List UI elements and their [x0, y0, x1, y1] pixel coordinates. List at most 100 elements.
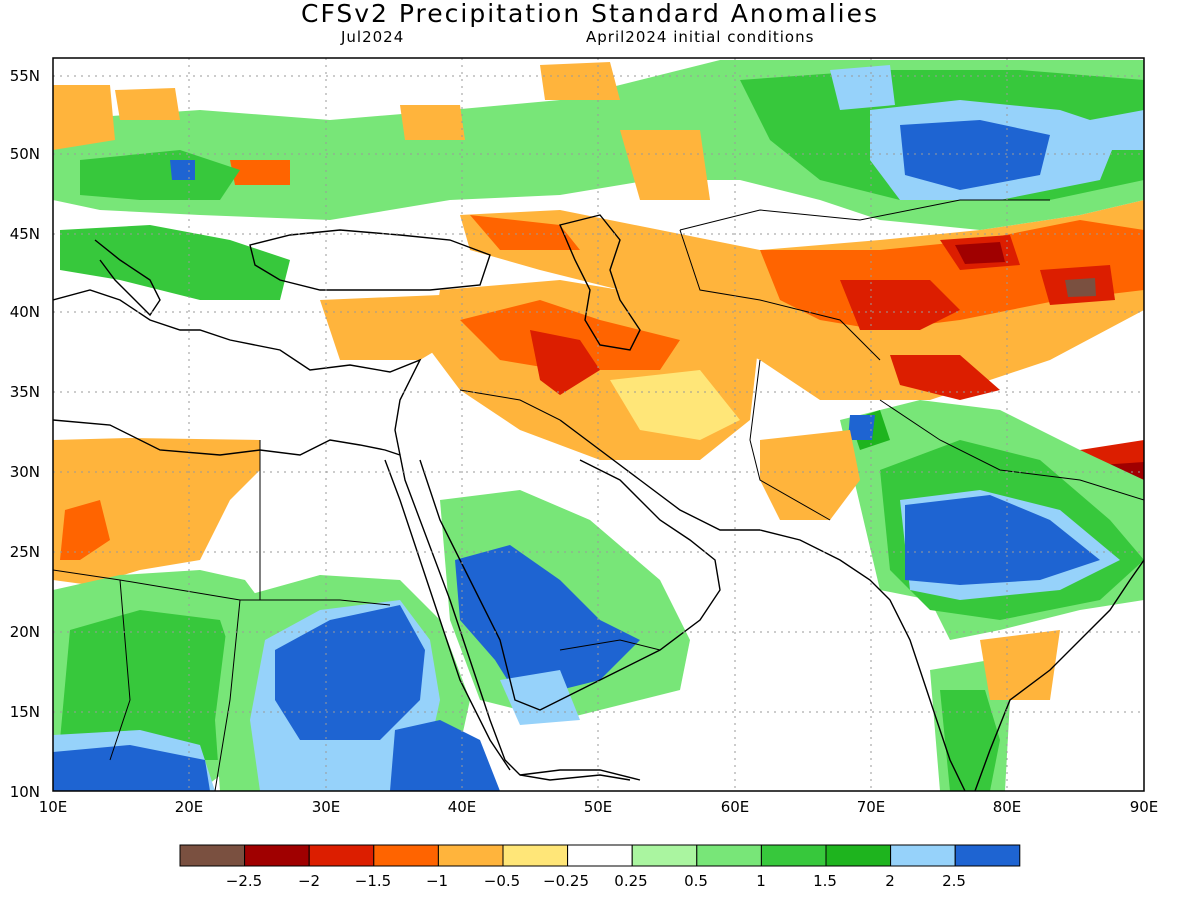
anomaly-patch — [760, 430, 860, 520]
legend-label: 1 — [756, 872, 766, 890]
lat-tick-label: 30N — [10, 463, 40, 481]
anomaly-patch — [1065, 278, 1096, 297]
legend-swatch — [567, 844, 633, 867]
anomaly-patch — [53, 745, 210, 791]
anomaly-patch — [275, 605, 425, 740]
coast-persian-gulf — [559, 419, 760, 531]
coast-caspian — [559, 214, 641, 351]
initial-conditions-label: April2024 initial conditions — [586, 28, 815, 46]
legend-swatch — [308, 844, 375, 867]
legend-swatch — [890, 844, 956, 867]
lon-tick-label: 70E — [857, 798, 886, 816]
border-line — [879, 399, 1144, 501]
legend-label: 0.5 — [684, 872, 708, 890]
lat-tick-label: 20N — [10, 623, 40, 641]
border-line — [109, 579, 131, 761]
anomaly-patch — [540, 62, 620, 100]
anomaly-patch — [848, 415, 875, 440]
legend-swatches — [179, 844, 1021, 867]
coast-italy — [94, 239, 161, 317]
coast-black-sea — [249, 229, 491, 291]
anomaly-patch — [890, 355, 1000, 400]
valid-month-label: Jul2024 — [341, 28, 405, 46]
anomaly-patch — [400, 105, 465, 140]
anomaly-patch — [620, 130, 710, 200]
lat-tick-label: 25N — [10, 543, 40, 561]
anomaly-patch — [955, 242, 1005, 264]
border-line — [214, 599, 241, 791]
anomaly-patch — [940, 690, 1000, 791]
anomaly-patch — [460, 300, 680, 370]
legend-label: −1 — [426, 872, 448, 890]
lon-tick-label: 20E — [175, 798, 204, 816]
lon-tick-label: 60E — [721, 798, 750, 816]
anomaly-patch — [980, 630, 1060, 700]
anomaly-patch — [900, 120, 1050, 190]
lat-tick-label: 50N — [10, 145, 40, 163]
anomaly-patch — [455, 545, 640, 700]
legend-label: 2.5 — [942, 872, 966, 890]
legend-swatch — [954, 844, 1021, 867]
legend-swatch — [631, 844, 698, 867]
anomaly-patch — [905, 495, 1100, 585]
anomaly-patch — [230, 160, 290, 185]
lon-tick-label: 50E — [584, 798, 613, 816]
coast-somalia — [519, 769, 641, 781]
anomaly-patch — [53, 438, 260, 585]
border-line — [559, 639, 661, 651]
lon-tick-label: 80E — [993, 798, 1022, 816]
lat-tick-label: 35N — [10, 383, 40, 401]
anomaly-field — [53, 58, 1144, 791]
map-frame — [52, 57, 1145, 792]
legend-swatch — [373, 844, 439, 867]
lon-tick-label: 30E — [312, 798, 341, 816]
anomaly-patch — [80, 150, 240, 200]
lon-tick-label: 40E — [448, 798, 477, 816]
anomaly-patch — [60, 225, 290, 300]
border-line — [679, 199, 1050, 231]
legend-swatch — [244, 844, 310, 867]
anomaly-patch — [60, 500, 110, 560]
latitude-axis: 10N 15N 20N 25N 30N 35N 40N 45N 50N 55N — [10, 67, 40, 801]
lon-tick-label: 10E — [39, 798, 68, 816]
anomaly-patch — [530, 330, 600, 395]
border-line — [679, 229, 881, 361]
legend-label: −2.5 — [226, 872, 262, 890]
legend-label: −1.5 — [355, 872, 391, 890]
anomaly-patch — [830, 65, 895, 110]
coast-africa-north — [53, 419, 631, 781]
coast-mediterranean-north — [53, 289, 422, 456]
legend-swatch — [437, 844, 504, 867]
lat-tick-label: 10N — [10, 783, 40, 801]
legend-swatch — [825, 844, 892, 867]
anomaly-patch — [53, 85, 115, 150]
legend-swatch — [179, 844, 246, 867]
map-title: CFSv2 Precipitation Standard Anomalies — [300, 0, 879, 28]
border-line — [260, 599, 391, 606]
lon-tick-label: 90E — [1130, 798, 1159, 816]
legend-swatch — [502, 844, 569, 867]
anomaly-patch — [500, 670, 580, 725]
longitude-axis: 10E 20E 30E 40E 50E 60E 70E 80E 90E — [39, 798, 1159, 816]
legend-label: −2 — [298, 872, 320, 890]
anomaly-patch — [390, 720, 500, 791]
legend-label: 0.25 — [614, 872, 647, 890]
lat-tick-label: 45N — [10, 225, 40, 243]
anomaly-patch — [115, 88, 180, 120]
legend-swatch — [760, 844, 827, 867]
coastlines — [53, 214, 1144, 791]
country-borders — [53, 199, 1144, 791]
lat-tick-label: 55N — [10, 67, 40, 85]
lat-tick-label: 40N — [10, 303, 40, 321]
anomaly-patch — [1090, 110, 1144, 150]
legend-label: −0.25 — [543, 872, 589, 890]
coast-arabia — [419, 459, 721, 711]
coast-red-sea-west — [384, 459, 511, 771]
lat-tick-label: 15N — [10, 703, 40, 721]
legend-label: 1.5 — [813, 872, 837, 890]
coast-india — [759, 529, 1144, 791]
legend-swatch — [696, 844, 762, 867]
legend-label: 2 — [885, 872, 895, 890]
legend-label: −0.5 — [484, 872, 520, 890]
